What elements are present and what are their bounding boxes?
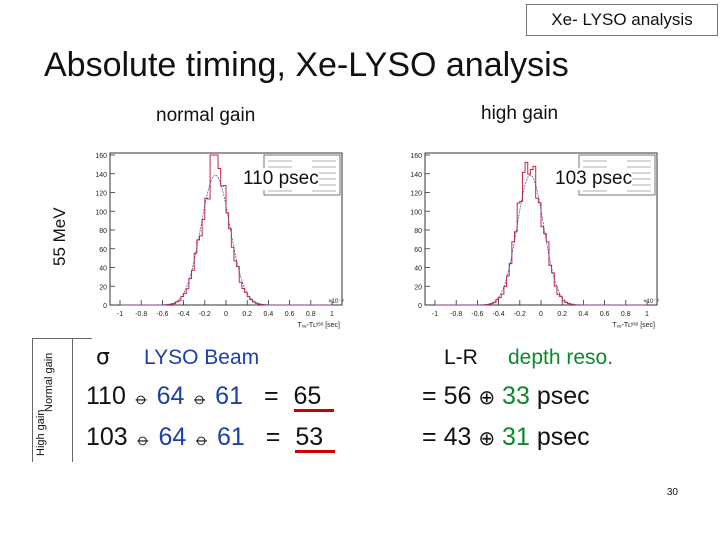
y-tick-label: 20 xyxy=(414,284,422,291)
slide-title: Absolute timing, Xe-LYSO analysis xyxy=(44,46,569,84)
x-tick-label: -1 xyxy=(432,311,438,318)
corner-tag: Xe- LYSO analysis xyxy=(526,4,718,36)
y-tick-label: 100 xyxy=(410,209,422,216)
row-normal-gain-decomposition: = 56 ⊕ 33 psec xyxy=(422,382,590,411)
minus-quadrature-icon: ⦵ xyxy=(191,385,209,409)
x-tick-label: 0.6 xyxy=(285,311,295,318)
unit: psec xyxy=(536,382,590,410)
table-left-border xyxy=(32,338,33,462)
sigma-depth: 31 xyxy=(502,423,530,451)
x-tick-label: 1 xyxy=(645,311,649,318)
table-divider xyxy=(72,338,73,462)
header-lyso-beam: LYSO Beam xyxy=(144,346,260,369)
x-tick-label: 0.2 xyxy=(557,311,567,318)
y-tick-label: 60 xyxy=(414,247,422,254)
x-exponent: ×10⁻⁹ xyxy=(643,298,659,305)
x-tick-label: -0.4 xyxy=(493,311,505,318)
x-tick-label: 0.8 xyxy=(306,311,316,318)
page-number: 30 xyxy=(666,487,678,498)
x-tick-label: -0.8 xyxy=(135,311,147,318)
x-axis-label: Tₓₑ-Tʟʸˢᵒ [sec] xyxy=(297,322,340,329)
fit-curve xyxy=(120,174,332,306)
y-tick-label: 60 xyxy=(99,247,107,254)
sigma-lyso: 64 xyxy=(156,382,185,410)
x-tick-label: -1 xyxy=(117,311,123,318)
header-depth-reso: depth reso. xyxy=(508,346,614,369)
minus-quadrature-icon: ⦵ xyxy=(134,426,152,450)
x-tick-label: -0.6 xyxy=(156,311,168,318)
row-label-55mev: 55 MeV xyxy=(50,207,69,266)
sigma-lr: 43 xyxy=(443,423,472,451)
sigma-beam: 61 xyxy=(217,423,245,451)
x-tick-label: 0.4 xyxy=(579,311,589,318)
sigma-result: 65 xyxy=(293,383,334,412)
y-tick-label: 0 xyxy=(418,303,422,310)
y-tick-label: 40 xyxy=(414,266,422,273)
x-tick-label: 0.6 xyxy=(600,311,610,318)
y-tick-label: 80 xyxy=(99,228,107,235)
y-tick-label: 140 xyxy=(95,172,107,179)
sigma-depth: 33 xyxy=(502,382,530,410)
sigma-beam: 61 xyxy=(215,382,243,410)
unit: psec xyxy=(536,423,590,451)
x-tick-label: 0.2 xyxy=(242,311,252,318)
y-tick-label: 120 xyxy=(410,191,422,198)
x-tick-label: -0.6 xyxy=(471,311,483,318)
header-lr: L-R xyxy=(444,346,478,369)
table-frame xyxy=(32,338,92,463)
sigma-lyso: 64 xyxy=(158,423,187,451)
column-label-normal-gain: normal gain xyxy=(156,105,256,126)
row-label-high-gain: High gain xyxy=(35,409,47,456)
x-tick-label: 0 xyxy=(224,311,228,318)
column-label-high-gain: high gain xyxy=(481,103,559,124)
minus-quadrature-icon: ⦵ xyxy=(193,426,211,450)
equals-sign: = xyxy=(265,423,281,451)
sigma-total: 103 xyxy=(86,423,128,451)
x-tick-label: -0.8 xyxy=(450,311,462,318)
y-tick-label: 120 xyxy=(95,191,107,198)
y-tick-label: 140 xyxy=(410,172,422,179)
x-tick-label: -0.2 xyxy=(514,311,526,318)
x-exponent: ×10⁻⁹ xyxy=(328,298,344,305)
row-normal-gain: 110 ⦵ 64 ⦵ 61 = 65 xyxy=(86,382,334,412)
sigma-lr: 56 xyxy=(443,382,472,410)
x-tick-label: -0.2 xyxy=(199,311,211,318)
x-tick-label: 0 xyxy=(539,311,543,318)
fit-curve xyxy=(435,174,647,306)
sigma-result: 53 xyxy=(295,424,336,453)
y-tick-label: 80 xyxy=(414,228,422,235)
y-tick-label: 160 xyxy=(95,153,107,160)
row-label-normal-gain: Normal gain xyxy=(43,352,55,412)
y-tick-label: 160 xyxy=(410,153,422,160)
row-high-gain: 103 ⦵ 64 ⦵ 61 = 53 xyxy=(86,423,336,453)
y-tick-label: 100 xyxy=(95,209,107,216)
x-tick-label: 1 xyxy=(330,311,334,318)
x-tick-label: 0.8 xyxy=(621,311,631,318)
resolution-high-gain: 103 psec xyxy=(555,168,633,190)
x-axis-label: Tₓₑ-Tʟʸˢᵒ [sec] xyxy=(612,322,655,329)
y-tick-label: 20 xyxy=(99,284,107,291)
sigma-symbol: σ xyxy=(96,345,110,370)
resolution-normal-gain: 110 psec xyxy=(243,168,319,190)
equals-sign: = xyxy=(422,382,437,410)
row-high-gain-decomposition: = 43 ⊕ 31 psec xyxy=(422,423,590,452)
equals-sign: = xyxy=(422,423,437,451)
equals-sign: = xyxy=(263,382,279,410)
minus-quadrature-icon: ⦵ xyxy=(132,385,150,409)
x-tick-label: -0.4 xyxy=(178,311,190,318)
y-tick-label: 40 xyxy=(99,266,107,273)
x-tick-label: 0.4 xyxy=(264,311,274,318)
y-tick-label: 0 xyxy=(103,303,107,310)
sigma-total: 110 xyxy=(86,382,126,410)
oplus-icon: ⊕ xyxy=(478,426,496,450)
oplus-icon: ⊕ xyxy=(478,385,496,409)
